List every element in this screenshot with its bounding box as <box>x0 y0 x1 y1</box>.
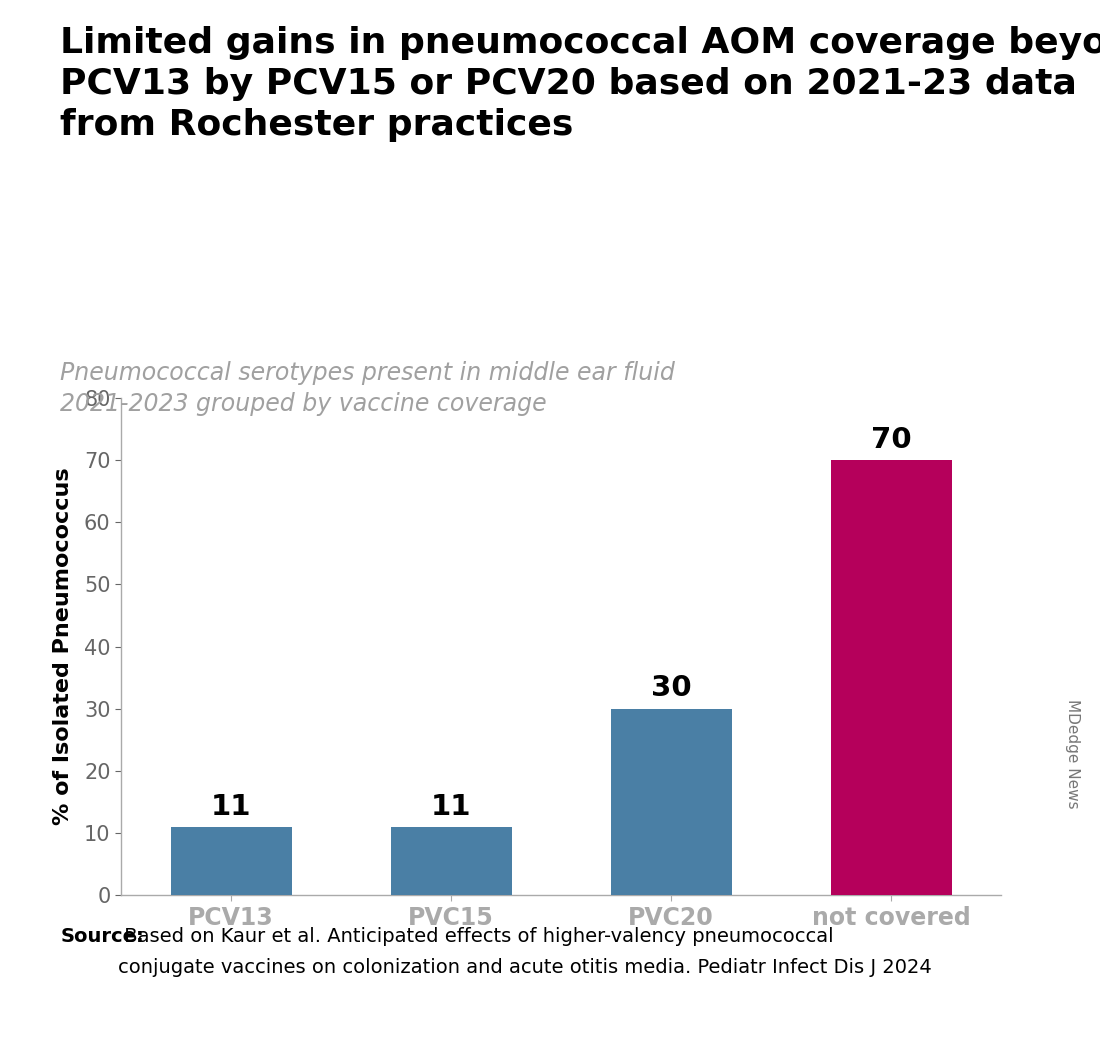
Text: 30: 30 <box>651 674 691 703</box>
Bar <box>390 827 512 895</box>
Text: 70: 70 <box>871 426 911 453</box>
Bar <box>610 709 732 895</box>
Text: Limited gains in pneumococcal AOM coverage beyond
PCV13 by PCV15 or PCV20 based : Limited gains in pneumococcal AOM covera… <box>60 26 1100 141</box>
Bar <box>170 827 292 895</box>
Text: 11: 11 <box>431 793 471 821</box>
Y-axis label: % of Isolated Pneumococcus: % of Isolated Pneumococcus <box>53 468 73 825</box>
Text: MDedge News: MDedge News <box>1065 699 1080 808</box>
Text: Based on Kaur et al. Anticipated effects of higher-valency pneumococcal
conjugat: Based on Kaur et al. Anticipated effects… <box>118 927 932 977</box>
Text: 11: 11 <box>211 793 251 821</box>
Text: Source:: Source: <box>60 927 144 945</box>
Text: Pneumococcal serotypes present in middle ear fluid
2021-2023 grouped by vaccine : Pneumococcal serotypes present in middle… <box>60 361 675 416</box>
Bar <box>830 460 952 895</box>
